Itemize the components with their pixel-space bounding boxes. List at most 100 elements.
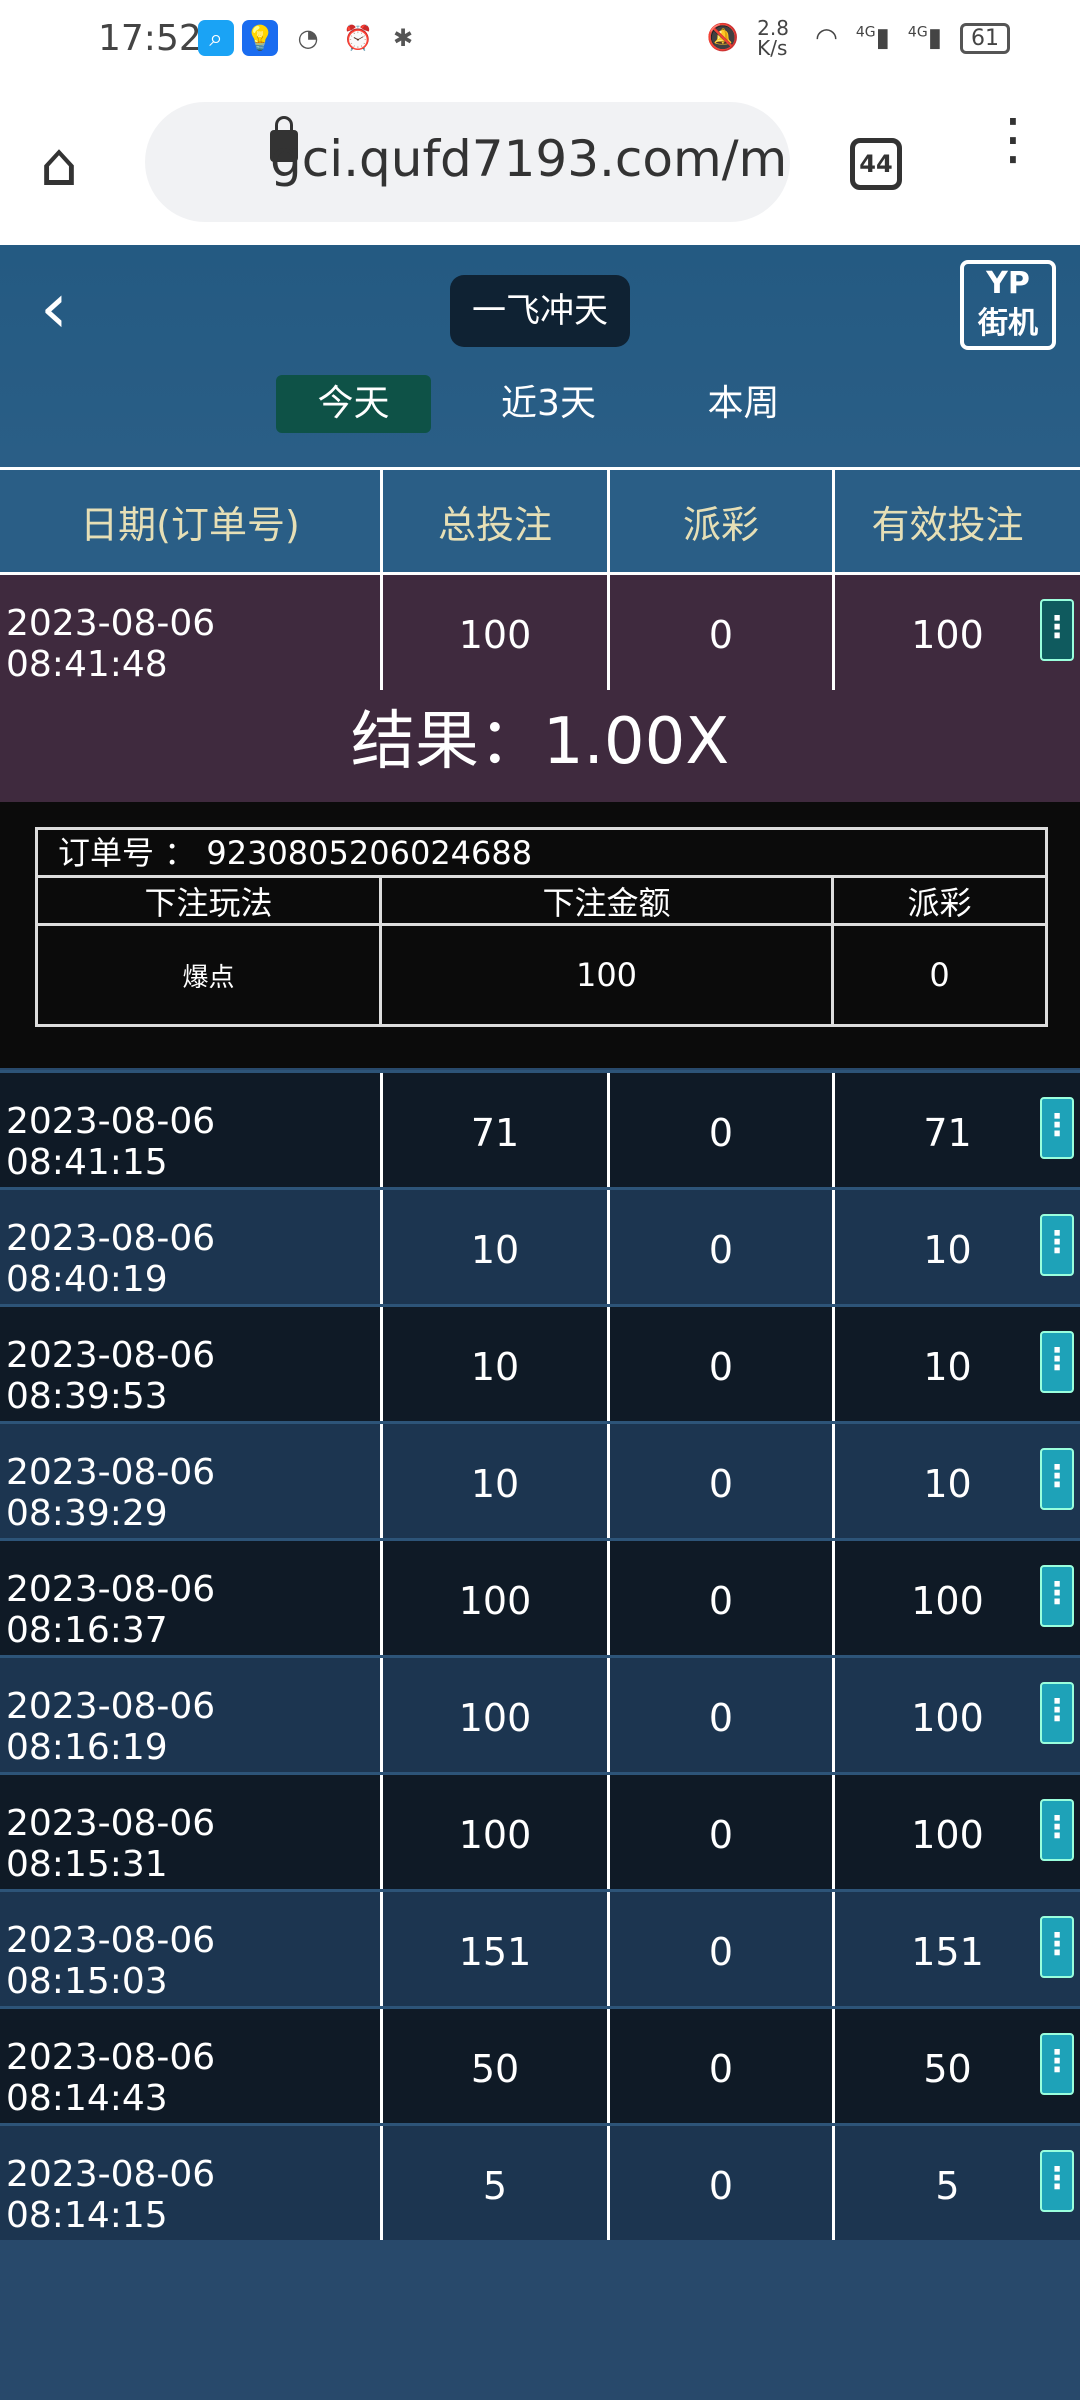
row-payout: 0 (610, 1190, 835, 1304)
row-total: 71 (383, 1073, 610, 1187)
column-payout: 派彩 (610, 470, 835, 572)
row-valid: 151 (911, 1930, 984, 1974)
url-bar[interactable]: gci.qufd7193.com/m (145, 102, 790, 222)
row-total: 10 (383, 1190, 610, 1304)
alarm-icon: ⏰ (343, 24, 373, 52)
bluetooth-icon: ✱ (392, 24, 414, 52)
row-menu-button[interactable]: ⋮ (1040, 1097, 1074, 1159)
row-valid: 10 (923, 1228, 972, 1272)
table-row[interactable]: 2023-08-06 08:41:15 71 0 71 ⋮ (0, 1070, 1080, 1187)
row-total: 10 (383, 1307, 610, 1421)
period-tabs: 今天 近3天 本周 (276, 375, 821, 433)
detail-amount: 100 (382, 926, 834, 1024)
row-valid: 10 (923, 1345, 972, 1389)
row-menu-button[interactable]: ⋮ (1040, 1214, 1074, 1276)
row-valid: 100 (911, 613, 984, 657)
row-total: 100 (383, 1541, 610, 1655)
row-menu-button[interactable]: ⋮ (1040, 2033, 1074, 2095)
round-result: 结果：1.00X (350, 705, 730, 779)
table-row[interactable]: 2023-08-06 08:15:03 151 0 151 ⋮ (0, 1889, 1080, 2006)
expanded-row: 2023-08-06 08:41:48 100 0 100 ⋮ 结果：1.00X (0, 575, 1080, 802)
row-total: 100 (383, 1775, 610, 1889)
net-speed: 2.8 K/s (757, 16, 789, 60)
detail-header-amount: 下注金额 (382, 878, 834, 923)
detail-payout: 0 (929, 956, 950, 994)
row-payout: 0 (610, 1541, 835, 1655)
tab-3days[interactable]: 近3天 (501, 383, 596, 424)
tab-week[interactable]: 本周 (707, 383, 780, 424)
url-text: gci.qufd7193.com/m (270, 130, 788, 188)
row-menu-button[interactable]: ⋮ (1040, 1799, 1074, 1861)
battery-icon: 61 (960, 22, 1010, 54)
row-payout: 0 (610, 575, 835, 690)
table-row[interactable]: 2023-08-06 08:40:19 10 0 10 ⋮ (0, 1187, 1080, 1304)
row-menu-button[interactable]: ⋮ (1040, 1448, 1074, 1510)
row-date: 2023-08-06 08:16:19 (0, 1658, 383, 1772)
row-valid: 100 (911, 1696, 984, 1740)
search-app-icon: ⌕ (198, 20, 234, 56)
table-row[interactable]: 2023-08-06 08:16:19 100 0 100 ⋮ (0, 1655, 1080, 1772)
table-row[interactable]: 2023-08-06 08:16:37 100 0 100 ⋮ (0, 1538, 1080, 1655)
row-payout: 0 (610, 1775, 835, 1889)
wifi-icon: ◠ (815, 23, 838, 53)
row-date: 2023-08-06 08:14:43 (0, 2009, 383, 2123)
row-date: 2023-08-06 08:41:48 (0, 575, 383, 690)
tab-today[interactable]: 今天 (276, 375, 431, 433)
row-payout: 0 (610, 2126, 835, 2240)
table-row[interactable]: 2023-08-06 08:14:43 50 0 50 ⋮ (0, 2006, 1080, 2123)
speedometer-icon: ◔ (297, 24, 319, 52)
tab-switcher-button[interactable]: 44 (850, 138, 902, 190)
detail-header-play: 下注玩法 (38, 878, 382, 923)
row-menu-button[interactable]: ⋮ (1040, 1916, 1074, 1978)
status-bar: 17:52 ⌕ 💡 ◔ ⏰ ✱ 🔕 2.8 K/s ◠ 4G▮ 4G▮ 61 (0, 0, 1080, 80)
column-date: 日期(订单号) (0, 470, 383, 572)
row-date: 2023-08-06 08:14:15 (0, 2126, 383, 2240)
row-date: 2023-08-06 08:16:37 (0, 1541, 383, 1655)
row-payout: 0 (610, 2009, 835, 2123)
row-payout: 0 (610, 1307, 835, 1421)
row-menu-button[interactable]: ⋮ (1040, 2150, 1074, 2212)
lock-icon (270, 116, 298, 162)
row-menu-button[interactable]: ⋮ (1040, 1565, 1074, 1627)
row-payout: 0 (610, 1424, 835, 1538)
order-label: 订单号 ： (58, 834, 197, 872)
detail-header-payout: 派彩 (907, 883, 972, 922)
row-date: 2023-08-06 08:41:15 (0, 1073, 383, 1187)
order-detail: 订单号 ： 9230805206024688 下注玩法 下注金额 派彩 爆点 1… (0, 802, 1080, 1068)
row-date: 2023-08-06 08:15:03 (0, 1892, 383, 2006)
row-menu-button[interactable]: ⋮ (1040, 1682, 1074, 1744)
row-date: 2023-08-06 08:15:31 (0, 1775, 383, 1889)
row-date: 2023-08-06 08:39:29 (0, 1424, 383, 1538)
row-date: 2023-08-06 08:40:19 (0, 1190, 383, 1304)
row-total: 100 (383, 575, 610, 690)
row-date: 2023-08-06 08:39:53 (0, 1307, 383, 1421)
row-total: 100 (383, 1658, 610, 1772)
home-icon[interactable]: ⌂ (40, 130, 79, 200)
game-title: 一飞冲天 (450, 275, 630, 347)
clock: 17:52 (98, 18, 202, 59)
table-row[interactable]: 2023-08-06 08:15:31 100 0 100 ⋮ (0, 1772, 1080, 1889)
back-icon[interactable]: ‹ (40, 267, 68, 349)
row-payout: 0 (610, 1892, 835, 2006)
row-total: 10 (383, 1424, 610, 1538)
row-payout: 0 (610, 1073, 835, 1187)
row-menu-button[interactable]: ⋮ (1040, 1331, 1074, 1393)
column-valid-bet: 有效投注 (871, 502, 1024, 547)
row-valid: 100 (911, 1813, 984, 1857)
row-valid: 5 (935, 2164, 960, 2208)
row-total: 151 (383, 1892, 610, 2006)
mute-bell-icon: 🔕 (706, 23, 740, 53)
order-number: 9230805206024688 (206, 834, 533, 872)
column-total-bet: 总投注 (383, 470, 610, 572)
table-header: 日期(订单号) 总投注 派彩 有效投注 (0, 467, 1080, 575)
row-payout: 0 (610, 1658, 835, 1772)
more-menu-icon[interactable]: ⋮ (985, 107, 1041, 172)
row-valid: 50 (923, 2047, 972, 2091)
signal-icon: 4G▮ (907, 23, 942, 53)
table-row[interactable]: 2023-08-06 08:39:53 10 0 10 ⋮ (0, 1304, 1080, 1421)
row-valid: 71 (923, 1111, 972, 1155)
bulb-app-icon: 💡 (242, 20, 278, 56)
row-menu-button[interactable]: ⋮ (1040, 599, 1074, 661)
table-row[interactable]: 2023-08-06 08:14:15 5 0 5 ⋮ (0, 2123, 1080, 2240)
table-row[interactable]: 2023-08-06 08:39:29 10 0 10 ⋮ (0, 1421, 1080, 1538)
